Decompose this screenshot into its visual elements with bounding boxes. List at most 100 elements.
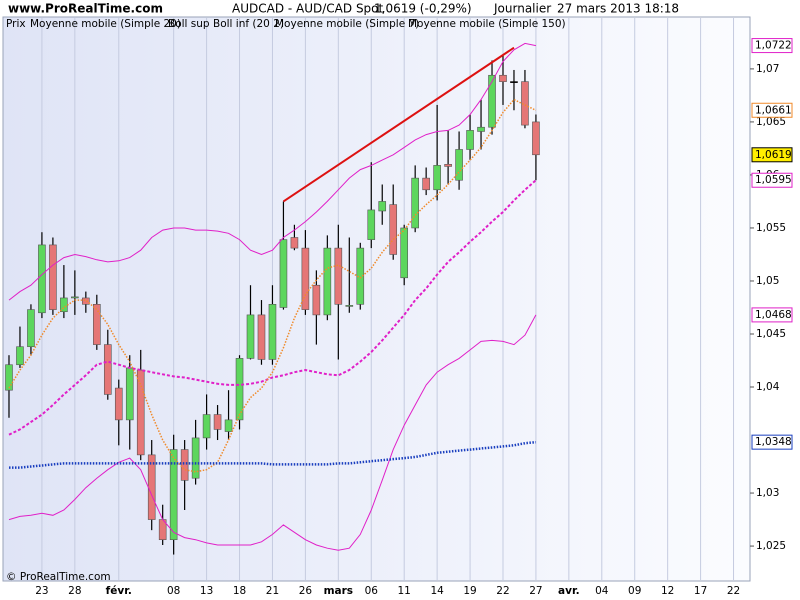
price-tag-label: 1,0722 <box>755 40 792 52</box>
indicator-line <box>8 179 537 436</box>
x-tick-label: 14 <box>430 585 444 597</box>
candle-body <box>422 177 430 191</box>
candle-body <box>257 314 266 360</box>
copyright: © ProRealTime.com <box>6 571 111 583</box>
candle-body <box>521 81 529 126</box>
y-tick-label: 1,03 <box>756 487 779 499</box>
candle-body <box>356 247 365 305</box>
candle-body <box>5 364 13 391</box>
y-tick-label: 1,045 <box>756 328 786 340</box>
x-tick-label: 27 <box>529 585 542 597</box>
x-tick-label: 28 <box>68 585 81 597</box>
candle-body <box>389 204 398 255</box>
price-tag <box>751 307 793 323</box>
trendline <box>282 46 515 203</box>
x-tick-label: 06 <box>365 585 379 597</box>
x-tick-label: 12 <box>661 585 674 597</box>
candle-body <box>103 344 112 395</box>
candle-body <box>16 346 24 366</box>
x-tick-label: 26 <box>299 585 313 597</box>
candle-body <box>235 358 244 421</box>
candle-body <box>191 437 200 479</box>
price-tag <box>751 38 793 54</box>
y-tick-label: 1,04 <box>756 381 780 393</box>
candle-body <box>345 305 354 307</box>
candle-body <box>213 414 222 430</box>
x-tick-label: avr. <box>558 585 580 597</box>
candle-body <box>499 74 507 82</box>
candle-body <box>411 177 419 229</box>
candle-body <box>367 209 376 240</box>
x-tick-label: 11 <box>398 585 411 597</box>
candle-body <box>312 284 321 316</box>
candle-body <box>323 247 332 316</box>
legend-entry: Moyenne mobile (Simple 7) <box>275 18 419 30</box>
candle-body <box>27 309 35 348</box>
candle-body <box>125 367 134 421</box>
x-tick-label: 19 <box>463 585 476 597</box>
x-tick-label: 13 <box>200 585 213 597</box>
candle-body <box>444 164 452 167</box>
candle-body <box>114 387 123 421</box>
legend-price: Prix <box>6 18 26 30</box>
price-tag-label: 1,0348 <box>755 436 792 448</box>
x-tick-label: 08 <box>167 585 180 597</box>
candle-body <box>246 314 255 359</box>
y-tick-label: 1,07 <box>756 63 779 75</box>
last-price: 1,0619 (-0,29%) <box>374 2 472 16</box>
x-tick-label: 04 <box>595 585 609 597</box>
x-tick-label: 22 <box>727 585 740 597</box>
site: www.ProRealTime.com <box>8 2 163 16</box>
candle-body <box>290 237 299 249</box>
legend-entry: Boll sup <box>168 18 210 30</box>
candle-body <box>477 126 485 132</box>
period: Journalier <box>493 2 551 16</box>
candle-body <box>455 149 463 181</box>
x-tick-label: 17 <box>694 585 707 597</box>
price-tag <box>751 147 793 163</box>
legend-entry: Boll inf (20 2) <box>213 18 284 30</box>
candle-body <box>510 81 518 83</box>
candle-body <box>378 201 387 212</box>
candle-body <box>60 297 68 313</box>
candle-body <box>202 414 211 439</box>
candle-body <box>180 449 189 481</box>
plot-area <box>2 16 751 582</box>
candle-body <box>169 449 178 541</box>
price-tag-label: 1,0661 <box>755 104 792 116</box>
price-tag <box>751 434 793 450</box>
candle-body <box>268 304 277 360</box>
x-tick-label: 22 <box>496 585 509 597</box>
x-tick-label: 21 <box>266 585 279 597</box>
price-tag-label: 1,0595 <box>755 174 792 186</box>
candle-body <box>466 130 474 150</box>
price-tag-label: 1,0468 <box>755 309 792 321</box>
candle-body <box>49 244 57 310</box>
candle-body <box>334 247 343 305</box>
x-tick-label: mars <box>324 585 353 597</box>
x-tick-label: 18 <box>233 585 246 597</box>
candle-body <box>279 239 288 308</box>
legend-entry: Moyenne mobile (Simple 150) <box>408 18 566 30</box>
candle-body <box>400 227 408 279</box>
candle-body <box>224 419 233 432</box>
candle-body <box>71 296 79 299</box>
y-tick-label: 1,065 <box>756 116 786 128</box>
indicator-line <box>9 440 537 469</box>
indicator-line <box>8 314 537 551</box>
datetime: 27 mars 2013 18:18 <box>557 2 679 16</box>
y-tick-label: 1,025 <box>756 540 786 552</box>
x-tick-label: févr. <box>106 585 132 597</box>
candle-body <box>301 247 310 310</box>
y-tick-label: 1,05 <box>756 275 779 287</box>
candle-body <box>93 304 101 345</box>
candle-body <box>82 297 90 305</box>
price-tag-label: 1,0619 <box>755 149 792 161</box>
legend-entry: Moyenne mobile (Simple 20) <box>30 18 181 30</box>
chart-title: AUDCAD - AUD/CAD Spot <box>232 2 384 16</box>
candle-body <box>532 121 540 156</box>
x-tick-label: 09 <box>628 585 641 597</box>
price-tag <box>751 102 793 118</box>
